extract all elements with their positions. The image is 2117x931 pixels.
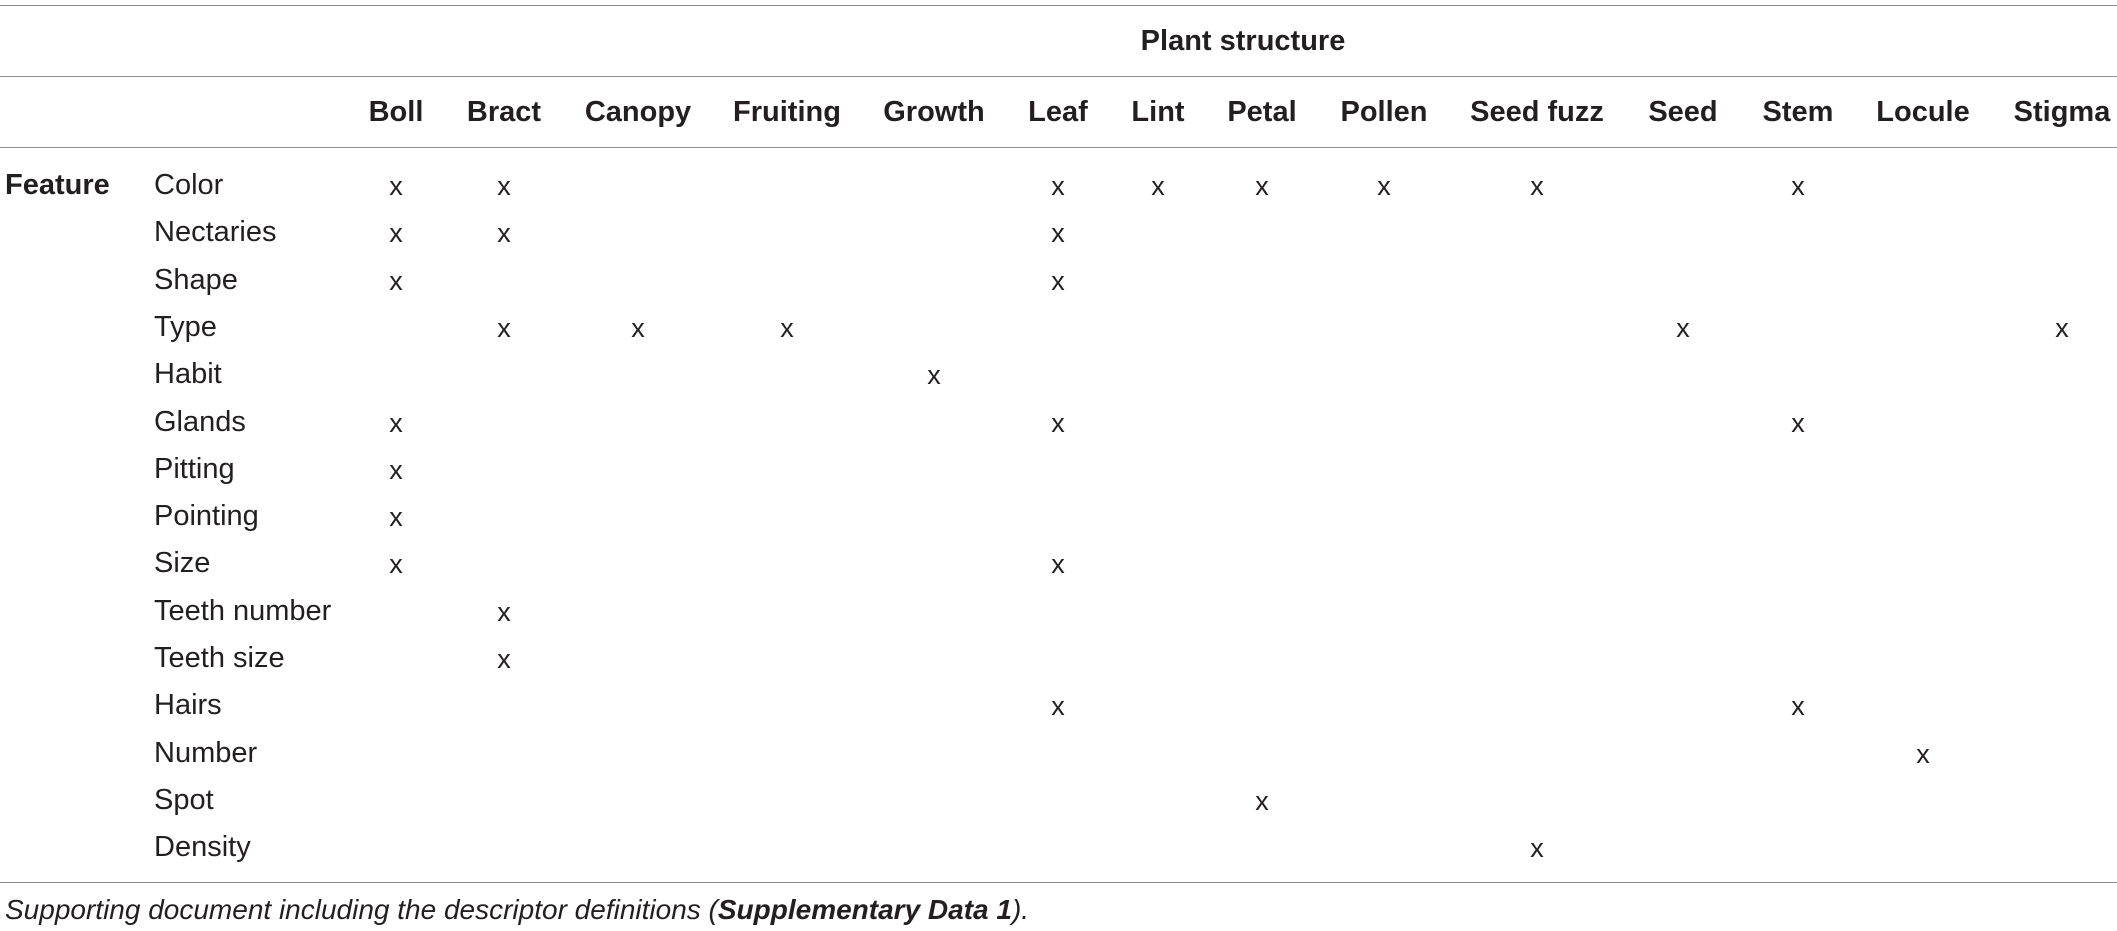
- presence-mark: x: [1791, 691, 1805, 722]
- presence-mark: x: [631, 312, 645, 343]
- column-header: Bract: [466, 96, 542, 128]
- column-header: Growth: [883, 96, 985, 128]
- column-header: Canopy: [584, 96, 692, 128]
- presence-mark: x: [1151, 171, 1165, 201]
- feature-label: Teeth number: [154, 594, 332, 627]
- presence-mark: x: [1051, 407, 1065, 438]
- presence-mark: x: [497, 644, 511, 674]
- supplementary-data-link[interactable]: Supplementary Data 1: [717, 894, 1012, 925]
- presence-mark: x: [389, 218, 403, 249]
- top-rule: [0, 5, 2117, 6]
- feature-label: Type: [154, 310, 217, 343]
- presence-mark: x: [497, 312, 511, 343]
- feature-label: Glands: [154, 405, 246, 438]
- footnote-text-before: Supporting document including the descri…: [5, 894, 718, 925]
- presence-mark: x: [389, 265, 403, 296]
- presence-mark: x: [497, 218, 511, 249]
- presence-mark: x: [1791, 171, 1805, 201]
- column-header: Fruiting: [733, 96, 841, 128]
- presence-mark: x: [1051, 218, 1065, 249]
- presence-mark: x: [1051, 265, 1065, 296]
- feature-label: Density: [154, 831, 251, 864]
- column-header: Pollen: [1340, 96, 1428, 128]
- feature-label: Shape: [154, 263, 238, 296]
- presence-mark: x: [780, 312, 794, 343]
- feature-label: Size: [154, 547, 211, 580]
- presence-mark: x: [927, 360, 941, 391]
- column-header: Locule: [1876, 96, 1970, 128]
- presence-mark: x: [1791, 407, 1805, 438]
- column-header: Stigma: [2013, 96, 2111, 128]
- feature-label: Pitting: [154, 452, 235, 485]
- presence-mark: x: [1916, 738, 1930, 769]
- presence-mark: x: [1530, 171, 1544, 201]
- presence-mark: x: [1530, 833, 1544, 864]
- bottom-rule: [0, 882, 2117, 883]
- group-header: Plant structure: [1140, 25, 1346, 57]
- feature-label: Teeth size: [154, 642, 285, 674]
- table-footnote: Supporting document including the descri…: [5, 896, 1029, 924]
- group-header-rule: [0, 76, 2117, 77]
- feature-label: Spot: [154, 783, 214, 816]
- footnote-text-after: ).: [1011, 894, 1030, 925]
- presence-mark: x: [389, 171, 403, 201]
- presence-mark: x: [1051, 691, 1065, 722]
- feature-label: Color: [154, 169, 224, 201]
- presence-mark: x: [497, 596, 511, 627]
- feature-label: Nectaries: [154, 216, 277, 249]
- column-header: Lint: [1131, 96, 1185, 128]
- presence-mark: x: [1051, 171, 1065, 201]
- presence-mark: x: [1676, 312, 1690, 343]
- presence-mark: x: [389, 549, 403, 580]
- column-header: Seed: [1648, 96, 1718, 128]
- column-header: Leaf: [1028, 96, 1088, 128]
- column-header: Boll: [368, 96, 424, 128]
- column-header: Petal: [1227, 96, 1297, 128]
- feature-label: Number: [154, 736, 258, 769]
- header-rule: [0, 147, 2117, 148]
- presence-mark: x: [1255, 785, 1269, 816]
- presence-mark: x: [497, 171, 511, 201]
- feature-label: Habit: [154, 358, 222, 391]
- presence-mark: x: [389, 454, 403, 485]
- presence-mark: x: [389, 502, 403, 533]
- column-header: Stem: [1762, 96, 1834, 128]
- column-header: Seed fuzz: [1470, 96, 1604, 128]
- presence-mark: x: [1255, 171, 1269, 201]
- row-group-label: Feature: [5, 169, 110, 201]
- feature-label: Pointing: [154, 500, 259, 533]
- feature-label: Hairs: [154, 689, 222, 722]
- presence-mark: x: [389, 407, 403, 438]
- presence-mark: x: [2055, 312, 2069, 343]
- presence-mark: x: [1051, 549, 1065, 580]
- presence-mark: x: [1377, 171, 1391, 201]
